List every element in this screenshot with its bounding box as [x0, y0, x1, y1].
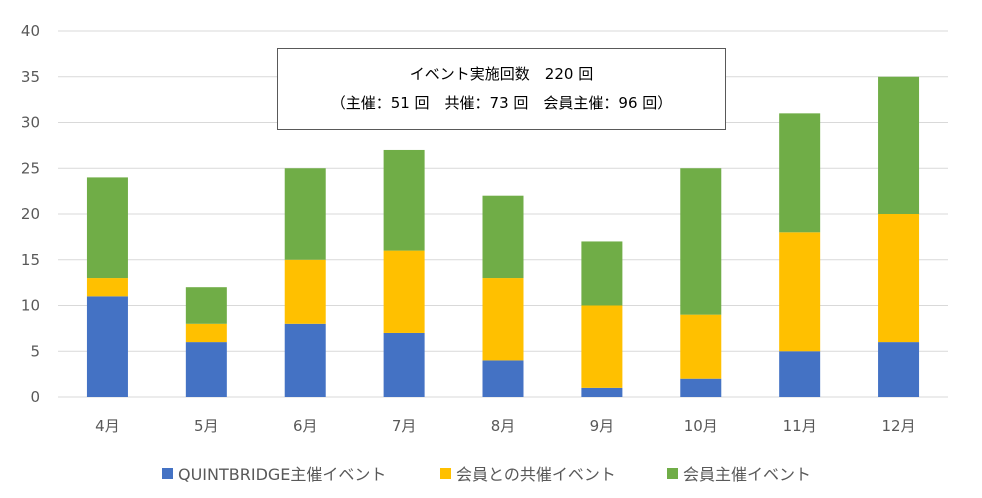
- legend-swatch-blue: [162, 467, 173, 479]
- bars: [86, 76, 920, 397]
- bar-segment-1: [284, 323, 326, 397]
- bar-segment-1: [779, 351, 821, 397]
- bar-segment-3: [383, 149, 425, 251]
- x-tick-label: 6月: [293, 417, 318, 435]
- y-tick-label: 5: [30, 342, 40, 360]
- bar-segment-3: [86, 177, 128, 279]
- y-tick-label: 40: [21, 22, 40, 40]
- bar-segment-3: [482, 195, 524, 279]
- bar-segment-2: [779, 232, 821, 352]
- bar-segment-1: [878, 342, 920, 397]
- x-tick-label: 4月: [95, 417, 120, 435]
- legend-label: QUINTBRIDGE主催イベント: [178, 465, 387, 484]
- x-tick-label: 8月: [491, 417, 516, 435]
- legend: QUINTBRIDGE主催イベント 会員との共催イベント 会員主催イベント: [0, 461, 982, 485]
- bar-segment-3: [581, 241, 623, 306]
- bar-segment-2: [581, 305, 623, 388]
- legend-swatch-yellow: [440, 467, 451, 479]
- bar-segment-1: [86, 296, 128, 397]
- annotation-line-1: イベント実施回数 220 回: [409, 65, 594, 83]
- bar-segment-3: [878, 76, 920, 214]
- x-tick-label: 9月: [590, 417, 615, 435]
- bar-segment-2: [284, 259, 326, 324]
- bar-segment-2: [482, 278, 524, 361]
- bar-segment-1: [581, 387, 623, 397]
- bar-segment-1: [383, 332, 425, 397]
- y-axis-ticks: 0 5 10 15 20 25 30 35 40: [21, 22, 40, 406]
- bar-segment-1: [482, 360, 524, 397]
- bar-segment-3: [779, 113, 821, 233]
- y-tick-label: 15: [21, 251, 40, 269]
- annotation-line-2: （主催：51 回 共催：73 回 会員主催：96 回）: [330, 94, 673, 112]
- x-tick-label: 11月: [783, 417, 817, 435]
- x-tick-label: 10月: [684, 417, 718, 435]
- legend-swatch-green: [667, 467, 678, 479]
- y-tick-label: 25: [21, 159, 40, 177]
- legend-item-quintbridge: QUINTBRIDGE主催イベント: [162, 461, 386, 485]
- y-tick-label: 35: [21, 68, 40, 86]
- y-tick-label: 0: [30, 388, 40, 406]
- total-events-annotation: イベント実施回数 220 回 （主催：51 回 共催：73 回 会員主催：96 …: [277, 48, 726, 130]
- legend-label: 会員との共催イベント: [456, 465, 616, 484]
- x-tick-label: 5月: [194, 417, 219, 435]
- y-tick-label: 10: [21, 297, 40, 315]
- bar-segment-3: [185, 287, 227, 324]
- bar-segment-1: [185, 342, 227, 397]
- legend-item-member-hosted: 会員主催イベント: [667, 461, 811, 485]
- x-axis-ticks: 4月 5月 6月 7月 8月 9月 10月 11月 12月: [95, 417, 915, 435]
- bar-segment-3: [284, 168, 326, 260]
- bar-segment-1: [680, 378, 722, 397]
- y-tick-label: 30: [21, 114, 40, 132]
- x-tick-label: 12月: [882, 417, 916, 435]
- x-tick-label: 7月: [392, 417, 417, 435]
- bar-segment-2: [383, 250, 425, 333]
- bar-segment-3: [680, 168, 722, 315]
- legend-item-co-hosted: 会員との共催イベント: [440, 461, 616, 485]
- legend-label: 会員主催イベント: [683, 465, 812, 484]
- bar-segment-2: [86, 278, 128, 297]
- bar-segment-2: [680, 314, 722, 379]
- bar-segment-2: [185, 323, 227, 343]
- y-tick-label: 20: [21, 205, 40, 223]
- bar-segment-2: [878, 214, 920, 343]
